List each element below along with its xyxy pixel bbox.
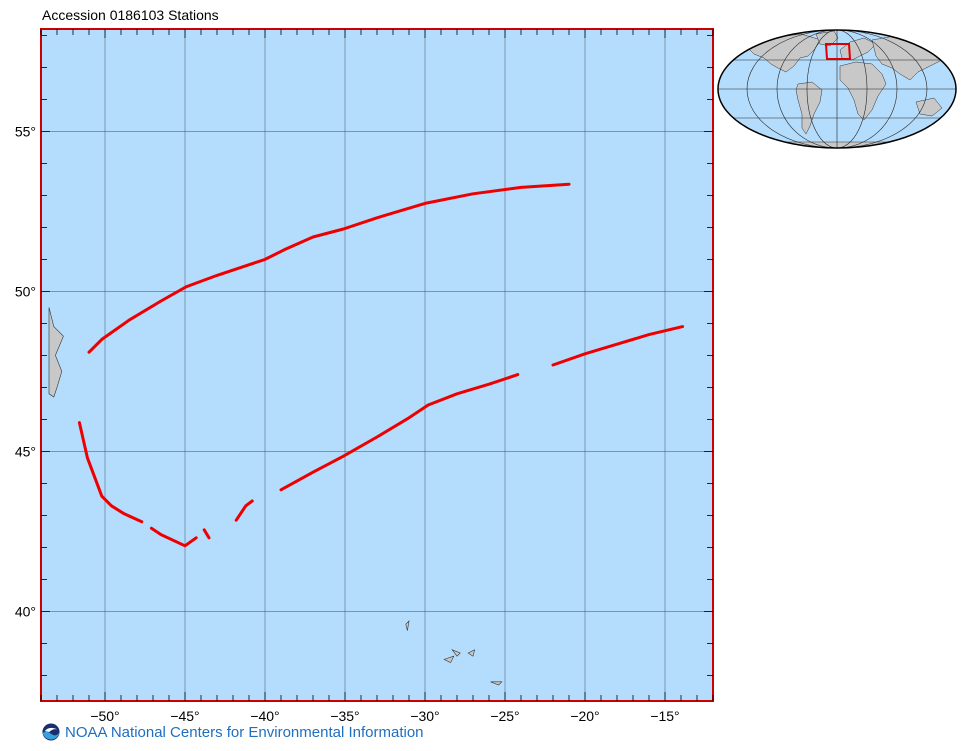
- station-track: [279, 373, 520, 492]
- island: [405, 620, 410, 631]
- noaa-logo-icon: [42, 723, 60, 741]
- station-track: [149, 526, 198, 548]
- map-title: Accession 0186103 Stations: [42, 7, 219, 23]
- lat-label: 55°: [15, 123, 36, 139]
- latitude-labels: 55° 50° 45° 40°: [15, 123, 36, 619]
- station-track: [551, 325, 685, 367]
- footer: NOAA National Centers for Environmental …: [42, 723, 424, 741]
- ocean-area: [41, 29, 713, 701]
- island: [467, 649, 476, 657]
- coastline: [48, 307, 64, 398]
- lon-label: −35°: [330, 708, 359, 724]
- lat-label: 50°: [15, 283, 36, 299]
- graticule: [41, 29, 713, 701]
- lon-label: −45°: [170, 708, 199, 724]
- lat-label: 40°: [15, 603, 36, 619]
- island: [443, 655, 455, 664]
- tick-marks: [40, 29, 714, 701]
- land-layer: [48, 307, 503, 686]
- inset-globe-map: [717, 29, 957, 149]
- island: [490, 681, 503, 686]
- lon-label: −20°: [570, 708, 599, 724]
- station-track: [77, 421, 144, 524]
- station-track: [234, 499, 254, 522]
- lon-label: −30°: [410, 708, 439, 724]
- station-tracks: [77, 182, 685, 548]
- lon-label: −15°: [650, 708, 679, 724]
- lon-label: −25°: [490, 708, 519, 724]
- station-track: [87, 182, 571, 354]
- inset-region-box: [824, 43, 852, 60]
- longitude-labels: −50° −45° −40° −35° −30° −25° −20° −15°: [90, 708, 679, 724]
- lat-label: 45°: [15, 443, 36, 459]
- lon-label: −40°: [250, 708, 279, 724]
- footer-text: NOAA National Centers for Environmental …: [65, 723, 424, 741]
- island: [451, 649, 461, 657]
- lon-label: −50°: [90, 708, 119, 724]
- station-track: [202, 528, 211, 540]
